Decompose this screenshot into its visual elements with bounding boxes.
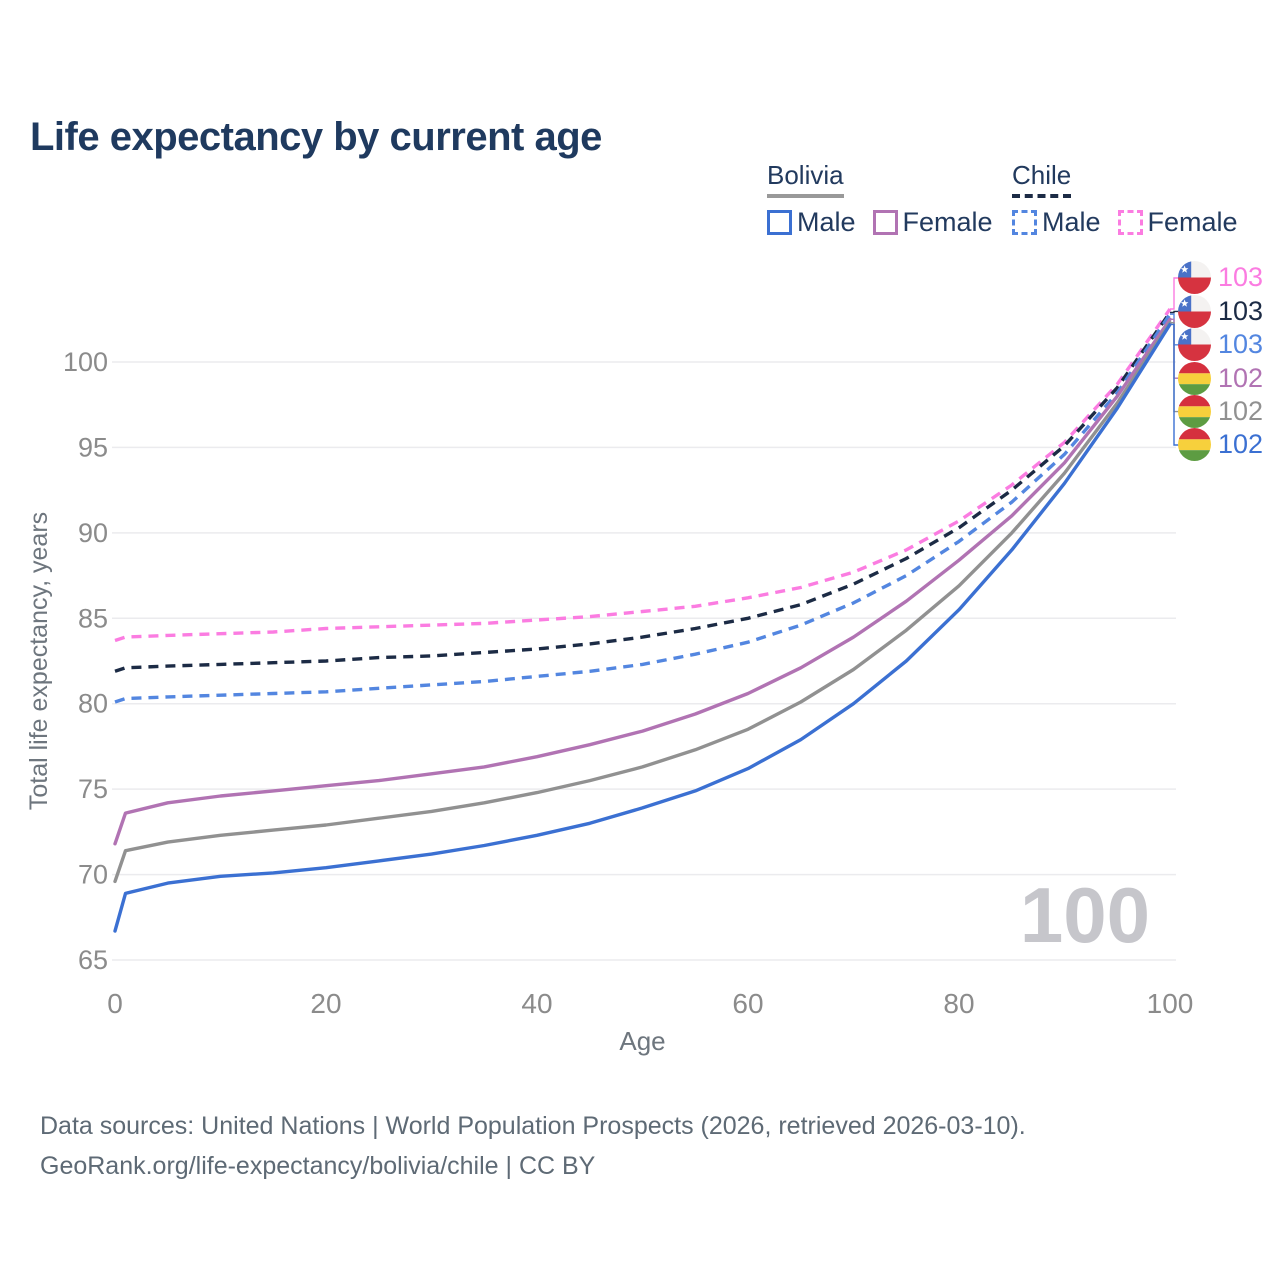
end-value-chile_female: 103 (1218, 262, 1264, 293)
x-tick-80: 80 (943, 988, 974, 1019)
x-tick-40: 40 (521, 988, 552, 1019)
chile-flag-icon (1178, 261, 1211, 295)
legend-item-bolivia-female[interactable]: Female (872, 207, 993, 238)
y-tick-80: 80 (78, 689, 108, 719)
y-tick-70: 70 (78, 860, 108, 890)
chile-female-swatch-icon (1117, 210, 1143, 235)
end-label-bolivia_male: 102 (1178, 428, 1264, 462)
chart-footer: Data sources: United Nations | World Pop… (40, 1106, 1026, 1186)
chile-male-swatch-icon (1012, 210, 1037, 235)
y-axis-title: Total life expectancy, years (25, 512, 53, 810)
chile-flag-icon (1178, 294, 1211, 328)
x-tick-100: 100 (1147, 988, 1194, 1019)
bolivia-flag-icon (1178, 428, 1211, 462)
series-line-chile_female (114, 308, 1172, 643)
end-label-bolivia_female: 102 (1178, 361, 1264, 395)
page-title: Life expectancy by current age (30, 114, 602, 159)
legend-item-bolivia-male[interactable]: Male (767, 207, 856, 238)
bolivia-male-swatch-icon (767, 210, 792, 235)
series-line-bolivia_both (113, 321, 1172, 884)
end-connector-chile_female (1170, 277, 1179, 310)
end-value-bolivia_both: 102 (1218, 395, 1264, 426)
y-tick-65: 65 (78, 945, 108, 975)
series-line-chile_male (114, 313, 1172, 704)
end-value-chile_male: 103 (1218, 329, 1264, 360)
x-axis-title: Age (619, 1026, 665, 1056)
series-line-chile_both (114, 311, 1172, 673)
legend-country-chile[interactable]: Chile (1012, 160, 1072, 198)
end-connector-bolivia_male (1170, 323, 1179, 446)
x-tick-60: 60 (732, 988, 763, 1019)
attribution-text: GeoRank.org/life-expectancy/bolivia/chil… (40, 1152, 596, 1180)
series-line-bolivia_female (113, 317, 1172, 846)
y-tick-90: 90 (78, 518, 108, 548)
bolivia-flag-icon (1178, 394, 1211, 428)
end-label-chile_female: 103 (1178, 261, 1264, 295)
end-connector-chile_both (1170, 310, 1179, 314)
end-label-chile_both: 103 (1178, 294, 1264, 328)
legend-item-chile-male[interactable]: Male (1012, 207, 1101, 238)
x-tick-0: 0 (107, 988, 123, 1019)
y-tick-95: 95 (78, 432, 108, 462)
legend-group-bolivia: Bolivia Male Female (767, 160, 993, 238)
legend-country-bolivia[interactable]: Bolivia (767, 160, 844, 198)
legend-item-chile-female[interactable]: Female (1117, 207, 1238, 238)
legend-group-chile: Chile Male Female (1012, 160, 1238, 238)
chile-flag-icon (1178, 328, 1211, 362)
end-value-bolivia_male: 102 (1218, 429, 1264, 460)
end-label-bolivia_both: 102 (1178, 394, 1264, 428)
y-tick-75: 75 (78, 774, 108, 804)
series-line-bolivia_male (113, 322, 1172, 933)
end-value-bolivia_female: 102 (1218, 362, 1264, 393)
end-value-chile_both: 103 (1218, 295, 1264, 326)
end-label-chile_male: 103 (1178, 328, 1264, 362)
x-tick-20: 20 (310, 988, 341, 1019)
bolivia-female-swatch-icon (872, 210, 898, 235)
bolivia-flag-icon (1178, 361, 1211, 395)
data-sources-text: Data sources: United Nations | World Pop… (40, 1112, 1026, 1140)
y-tick-85: 85 (78, 603, 108, 633)
age-watermark: 100 (1019, 871, 1150, 959)
y-tick-100: 100 (63, 347, 108, 377)
